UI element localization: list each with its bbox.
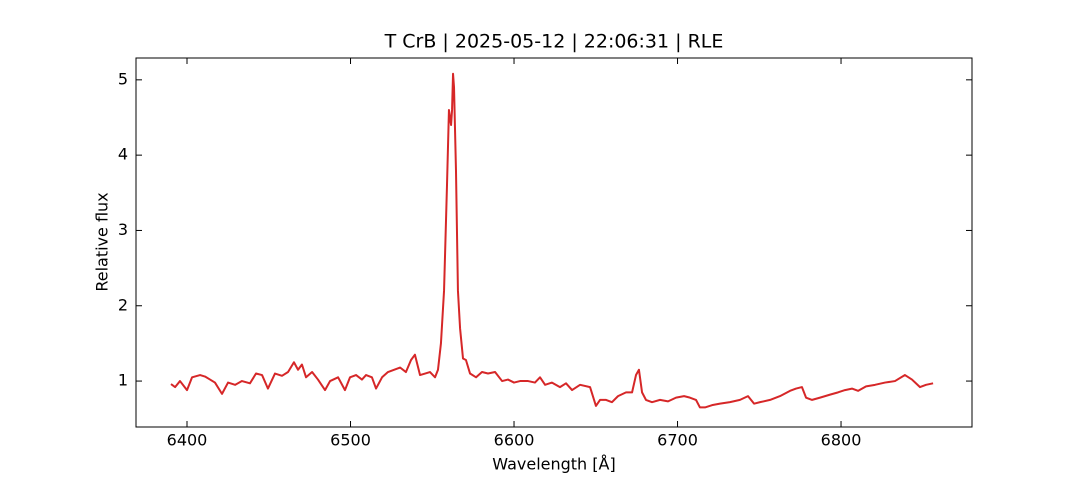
x-tick-label: 6500 (330, 431, 371, 450)
x-axis-label: Wavelength [Å] (492, 455, 615, 474)
y-tick-label: 2 (118, 295, 128, 314)
y-tick-label: 5 (118, 69, 128, 88)
chart-title: T CrB | 2025-05-12 | 22:06:31 | RLE (384, 31, 724, 53)
plot-frame (135, 57, 973, 428)
y-tick-label: 4 (118, 145, 128, 164)
x-tick-label: 6700 (657, 431, 698, 450)
x-tick-label: 6600 (494, 431, 535, 450)
y-tick-label: 3 (118, 220, 128, 239)
y-axis-label: Relative flux (93, 192, 112, 291)
y-tick-label: 1 (118, 371, 128, 390)
spectrum-line (170, 72, 934, 409)
x-tick-label: 6400 (167, 431, 208, 450)
x-tick-label: 6800 (821, 431, 862, 450)
